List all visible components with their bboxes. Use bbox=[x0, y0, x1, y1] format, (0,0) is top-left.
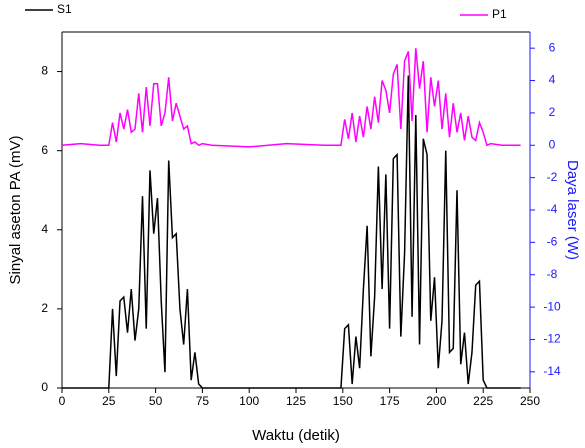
x-tick-label: 25 bbox=[102, 394, 116, 408]
legend-label: P1 bbox=[492, 7, 507, 21]
y-tick-label: 8 bbox=[41, 64, 48, 78]
series-line bbox=[62, 75, 521, 389]
y2-tick-label: 2 bbox=[549, 105, 556, 119]
y2-tick-label: 6 bbox=[549, 40, 556, 54]
y-tick-label: 2 bbox=[41, 301, 48, 315]
series-line bbox=[61, 48, 521, 148]
x-tick-label: 0 bbox=[59, 394, 66, 408]
y2-tick-label: 4 bbox=[549, 73, 556, 87]
x-tick-label: 225 bbox=[473, 394, 493, 408]
y2-tick-label: -4 bbox=[547, 202, 558, 216]
y2-tick-label: -2 bbox=[547, 170, 558, 184]
x-tick-label: 200 bbox=[426, 394, 446, 408]
y-tick-label: 0 bbox=[41, 380, 48, 394]
x-tick-label: 175 bbox=[380, 394, 400, 408]
legend-label: S1 bbox=[57, 2, 72, 16]
y-axis-label: Sinyal aseton PA (mV) bbox=[7, 136, 24, 285]
y2-tick-label: 0 bbox=[549, 137, 556, 151]
x-tick-label: 250 bbox=[520, 394, 540, 408]
y2-tick-label: -12 bbox=[543, 332, 561, 346]
y2-tick-label: -14 bbox=[543, 364, 561, 378]
x-tick-label: 100 bbox=[239, 394, 259, 408]
y2-tick-label: -6 bbox=[547, 235, 558, 249]
y-tick-label: 4 bbox=[41, 222, 48, 236]
x-tick-label: 75 bbox=[196, 394, 210, 408]
y-tick-label: 6 bbox=[41, 143, 48, 157]
x-axis-label: Waktu (detik) bbox=[252, 427, 340, 444]
x-tick-label: 50 bbox=[149, 394, 163, 408]
y2-tick-label: -10 bbox=[543, 299, 561, 313]
x-tick-label: 125 bbox=[286, 394, 306, 408]
y2-tick-label: -8 bbox=[547, 267, 558, 281]
y2-axis-label: Daya laser (W) bbox=[564, 160, 581, 260]
x-tick-label: 150 bbox=[333, 394, 353, 408]
